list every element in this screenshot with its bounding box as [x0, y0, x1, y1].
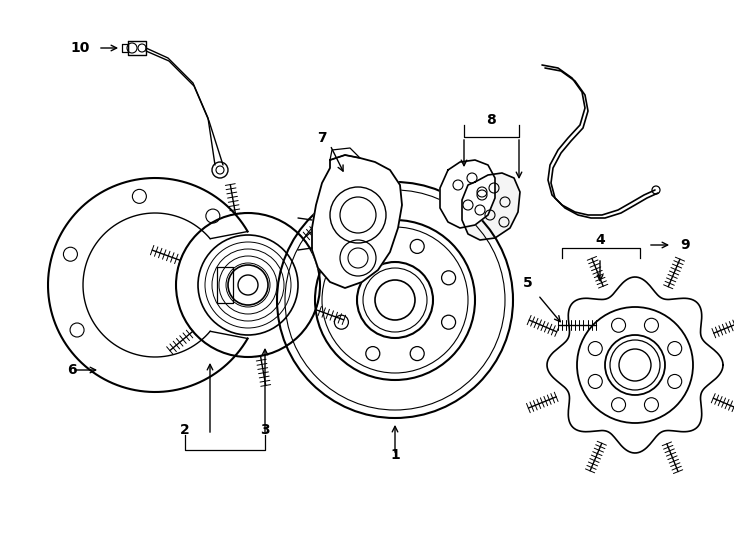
- Text: 1: 1: [390, 448, 400, 462]
- Text: 2: 2: [180, 423, 190, 437]
- Text: 10: 10: [70, 41, 90, 55]
- Text: 9: 9: [680, 238, 690, 252]
- Polygon shape: [312, 155, 402, 288]
- Text: 6: 6: [68, 363, 77, 377]
- Polygon shape: [547, 277, 723, 453]
- Text: 7: 7: [317, 131, 327, 145]
- Polygon shape: [462, 173, 520, 240]
- Text: 3: 3: [260, 423, 270, 437]
- Polygon shape: [48, 178, 247, 392]
- Polygon shape: [440, 160, 495, 228]
- Text: 4: 4: [595, 233, 605, 247]
- Text: 5: 5: [523, 276, 533, 290]
- Text: 8: 8: [486, 113, 496, 127]
